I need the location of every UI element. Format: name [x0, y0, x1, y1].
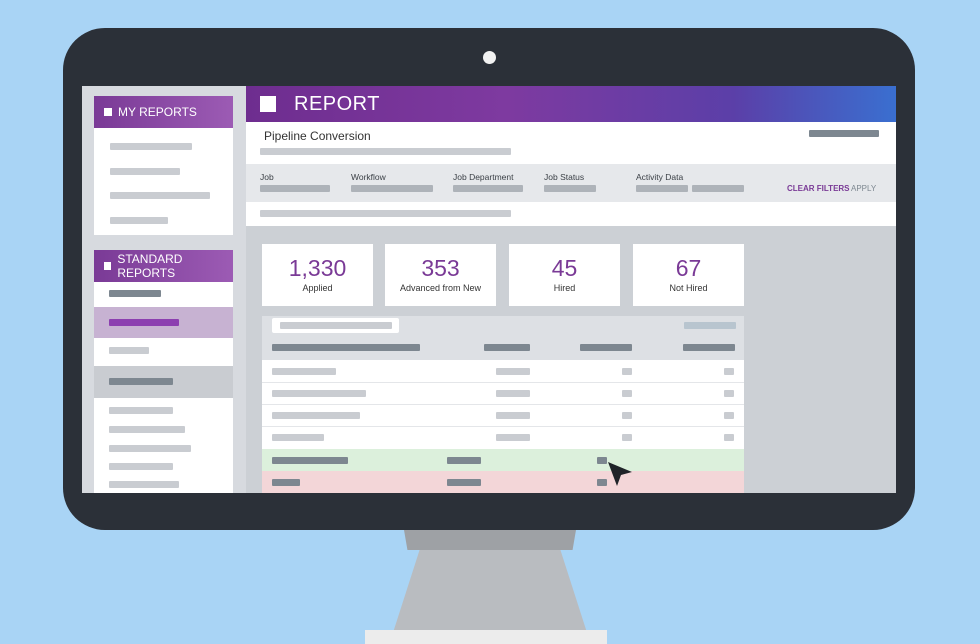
webcam-icon: [483, 51, 496, 64]
standard-report-item[interactable]: [109, 463, 173, 470]
stat-label: Applied: [302, 283, 333, 293]
report-title: REPORT: [294, 93, 380, 115]
table-row-highlighted-green[interactable]: [262, 449, 744, 471]
my-reports-header[interactable]: MY REPORTS: [94, 96, 233, 128]
table-row[interactable]: [262, 426, 744, 449]
standard-report-item[interactable]: [109, 407, 173, 414]
my-reports-title: MY REPORTS: [118, 105, 197, 119]
table-export-link[interactable]: [684, 322, 736, 329]
report-description: [260, 148, 511, 155]
table-search-input[interactable]: [272, 318, 399, 333]
table-row[interactable]: [262, 404, 744, 427]
filter-label-job: Job: [260, 172, 274, 182]
my-report-item[interactable]: [110, 168, 180, 175]
table-row-highlighted-red[interactable]: [262, 471, 744, 493]
stat-card-not-hired: 67 Not Hired: [633, 244, 744, 306]
filter-label-activity-data: Activity Data: [636, 172, 684, 182]
square-icon[interactable]: [260, 96, 276, 112]
stat-value: 45: [551, 255, 578, 281]
stat-value: 1,330: [288, 255, 347, 281]
stat-value: 67: [675, 255, 702, 281]
apply-button[interactable]: APPLY: [851, 184, 877, 193]
filter-activity-end[interactable]: [692, 185, 744, 192]
report-action[interactable]: [809, 130, 879, 137]
standard-report-item[interactable]: [109, 445, 191, 452]
filter-job-department-select[interactable]: [453, 185, 523, 192]
standard-report-item[interactable]: [109, 426, 185, 433]
stat-label: Hired: [553, 283, 576, 293]
my-report-item[interactable]: [110, 143, 192, 150]
monitor-stand-shadow: [404, 530, 576, 550]
filter-job-status-select[interactable]: [544, 185, 596, 192]
filter-summary-text: [260, 210, 511, 217]
standard-reports-panel: STANDARD REPORTS: [94, 250, 233, 493]
standard-reports-header[interactable]: STANDARD REPORTS: [94, 250, 233, 282]
table-row[interactable]: [262, 382, 744, 405]
standard-report-item[interactable]: [109, 481, 179, 488]
square-icon: [104, 262, 112, 270]
report-content: 1,330 Applied 353 Advanced from New 45 H…: [246, 226, 896, 493]
column-header[interactable]: [580, 344, 632, 351]
standard-report-item-selected[interactable]: [94, 307, 233, 338]
standard-report-item-hover[interactable]: [94, 366, 233, 398]
stat-value: 353: [421, 255, 460, 281]
standard-report-item[interactable]: [94, 338, 233, 369]
pipeline-table: [262, 316, 744, 493]
my-report-item[interactable]: [110, 192, 210, 199]
stat-card-applied: 1,330 Applied: [262, 244, 373, 306]
screen: MY REPORTS STANDARD REPORTS RE: [82, 86, 896, 493]
filter-activity-start[interactable]: [636, 185, 688, 192]
filter-label-job-status: Job Status: [544, 172, 585, 182]
filter-summary: [246, 202, 896, 226]
stat-card-advanced: 353 Advanced from New: [385, 244, 496, 306]
filter-workflow-select[interactable]: [351, 185, 433, 192]
stat-label: Not Hired: [669, 283, 708, 293]
report-header: REPORT: [246, 86, 896, 122]
table-row[interactable]: [262, 360, 744, 382]
standard-report-item[interactable]: [94, 282, 233, 313]
stat-card-hired: 45 Hired: [509, 244, 620, 306]
clear-filters-button[interactable]: CLEAR FILTERS: [787, 184, 850, 193]
table-header: [262, 316, 744, 360]
square-icon: [104, 108, 112, 116]
report-subtitle: Pipeline Conversion: [264, 129, 371, 143]
report-info: Pipeline Conversion: [246, 122, 896, 164]
my-report-item[interactable]: [110, 217, 168, 224]
filter-label-job-department: Job Department: [453, 172, 514, 182]
filter-job-select[interactable]: [260, 185, 330, 192]
filter-bar: Job Workflow Job Department Job Status A…: [246, 164, 896, 202]
standard-reports-title: STANDARD REPORTS: [117, 252, 183, 280]
column-header[interactable]: [484, 344, 530, 351]
monitor-base: [365, 630, 607, 644]
my-reports-panel: MY REPORTS: [94, 96, 233, 235]
column-header[interactable]: [683, 344, 735, 351]
column-header[interactable]: [272, 344, 420, 351]
mouse-pointer-icon: [608, 462, 632, 486]
stat-label: Advanced from New: [399, 283, 482, 293]
filter-label-workflow: Workflow: [351, 172, 386, 182]
